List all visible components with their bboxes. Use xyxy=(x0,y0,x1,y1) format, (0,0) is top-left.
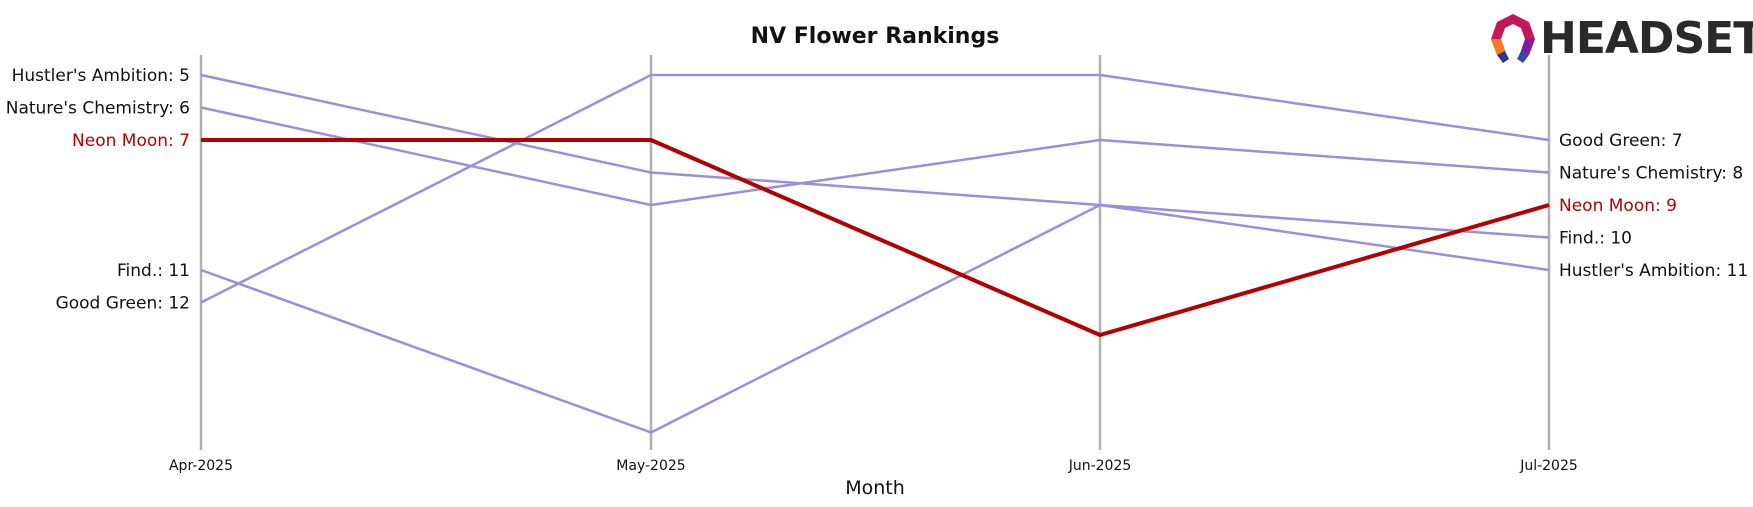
headset-logo-text: HEADSET xyxy=(1540,13,1753,64)
x-tick-label: Jun-2025 xyxy=(1068,458,1132,474)
left-rank-labels: Hustler's Ambition: 5 Nature's Chemistry:… xyxy=(6,66,190,314)
month-gridlines xyxy=(199,55,1551,450)
headset-logo: HEADSET xyxy=(1491,13,1753,64)
left-rank-label: Neon Moon: 7 xyxy=(72,131,190,151)
left-rank-label: Good Green: 12 xyxy=(56,294,190,314)
right-rank-label: Nature's Chemistry: 8 xyxy=(1559,164,1743,184)
right-rank-label: Neon Moon: 9 xyxy=(1559,196,1677,216)
chart-title: NV Flower Rankings xyxy=(751,24,1000,49)
x-axis-label: Month xyxy=(845,477,905,499)
left-rank-label: Nature's Chemistry: 6 xyxy=(6,99,190,119)
series-line xyxy=(200,106,1550,207)
series-line xyxy=(201,138,1550,337)
series-line xyxy=(200,73,1550,304)
headset-logo-icon xyxy=(1491,14,1535,63)
x-tick-label: Apr-2025 xyxy=(169,458,233,474)
x-tick-labels: Apr-2025 May-2025 Jun-2025 Jul-2025 xyxy=(169,458,1578,474)
series-line xyxy=(200,203,1550,434)
left-rank-label: Hustler's Ambition: 5 xyxy=(12,66,190,86)
x-tick-label: May-2025 xyxy=(616,458,685,474)
right-rank-label: Find.: 10 xyxy=(1559,229,1632,249)
x-tick-label: Jul-2025 xyxy=(1519,458,1578,474)
series-line xyxy=(200,73,1550,272)
right-rank-labels: Good Green: 7 Nature's Chemistry: 8 Neon M… xyxy=(1559,131,1748,281)
right-rank-label: Good Green: 7 xyxy=(1559,131,1683,151)
series-lines xyxy=(200,73,1550,434)
left-rank-label: Find.: 11 xyxy=(117,261,190,281)
right-rank-label: Hustler's Ambition: 11 xyxy=(1559,261,1748,281)
